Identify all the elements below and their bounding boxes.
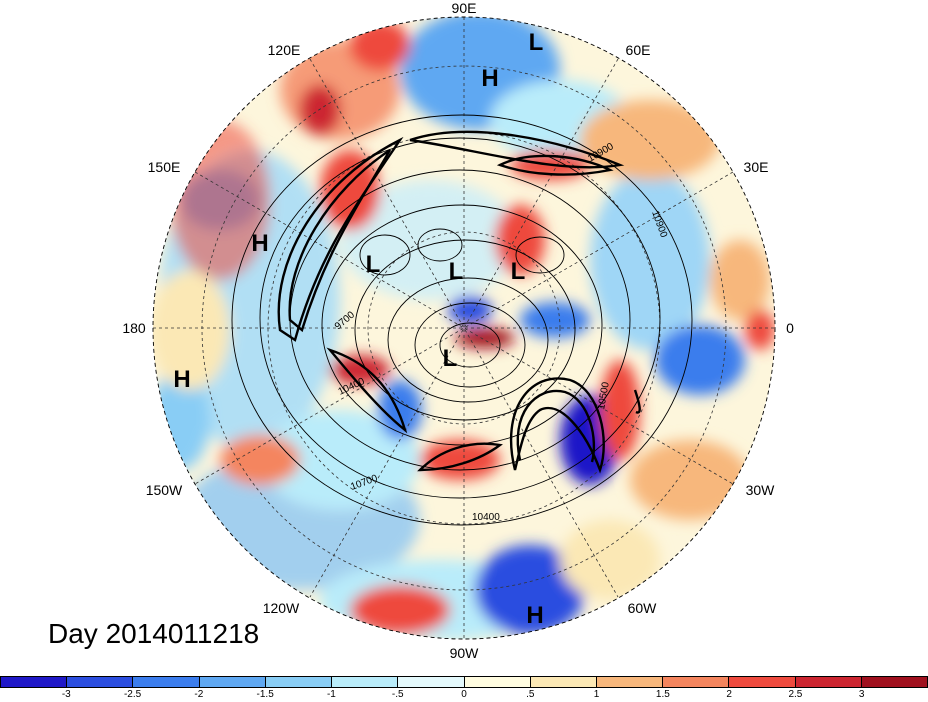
anomaly-shading: [153, 17, 775, 639]
pressure-center-high: H: [526, 602, 543, 629]
pressure-center-low: L: [366, 251, 381, 278]
lon-label-150e: 150E: [148, 159, 181, 175]
lon-label-0: 0: [786, 320, 794, 336]
pressure-center-low: L: [529, 29, 544, 56]
colorbar-segment: [199, 677, 266, 687]
colorbar-tick-label: 0: [461, 689, 467, 700]
colorbar-segment: [464, 677, 531, 687]
pressure-center-low: L: [449, 258, 464, 285]
colorbar-tick-label: 1: [593, 689, 600, 700]
colorbar-tick-label: 2.5: [788, 689, 803, 700]
lon-label-120w: 120W: [263, 600, 300, 616]
graticule: [153, 17, 775, 639]
colorbar-segment: [133, 677, 200, 687]
pressure-center-high: H: [481, 65, 498, 92]
colorbar-segment: [332, 677, 399, 687]
colorbar-segment: [729, 677, 796, 687]
colorbar-segment: [265, 677, 333, 687]
lon-label-150w: 150W: [146, 482, 183, 498]
lon-label-90w: 90W: [450, 645, 480, 661]
colorbar-tick-label: -2: [194, 689, 204, 700]
colorbar-segment: [795, 677, 862, 687]
lon-label-180: 180: [122, 320, 146, 336]
colorbar-segment: [67, 677, 134, 687]
colorbar: [0, 676, 928, 688]
day-label: Day 2014011218: [48, 618, 260, 649]
map-boundary: [152, 16, 776, 640]
colorbar-tick-label: -3: [61, 689, 71, 700]
colorbar-tick-label: -1.5: [256, 689, 274, 700]
lon-label-120e: 120E: [268, 42, 301, 58]
colorbar-segment: [663, 677, 730, 687]
longitude-labels: 90E 60E 30E 0 30W 60W 90W 120W 150W 180 …: [122, 0, 794, 661]
height-contours: [231, 114, 693, 526]
lon-label-30w: 30W: [746, 482, 776, 498]
colorbar-tick-label: 2: [726, 689, 732, 700]
colorbar-tick-label: 3: [858, 689, 865, 700]
colorbar-segment: [596, 677, 664, 687]
pressure-centers: L H H H L L L L H: [173, 29, 543, 629]
lon-label-60e: 60E: [626, 42, 651, 58]
pressure-center-low: L: [511, 258, 526, 285]
colorbar-tick-label: .5: [526, 689, 535, 700]
colorbar-tick-labels: -3 -2.5 -2 -1.5 -1 -.5 0 .5 1 1.5 2 2.5 3: [0, 689, 928, 702]
colorbar-tick-label: 1.5: [655, 689, 670, 700]
colorbar-tick-label: -1: [326, 689, 336, 700]
contour-label: 10400: [472, 512, 500, 523]
pressure-center-low: L: [443, 345, 458, 372]
colorbar-tick-label: -2.5: [123, 689, 142, 700]
contour-label: 10500: [596, 381, 612, 411]
colorbar-segment: [1, 677, 68, 687]
colorbar-segment: [530, 677, 597, 687]
jet-streaks: [277, 130, 641, 474]
pressure-center-high: H: [173, 366, 190, 393]
lon-label-90e: 90E: [452, 0, 477, 16]
pressure-center-high: H: [251, 230, 268, 257]
colorbar-tick-label: -.5: [391, 689, 404, 700]
lon-label-60w: 60W: [628, 600, 658, 616]
colorbar-segment: [398, 677, 465, 687]
colorbar-segment: [861, 677, 928, 687]
lon-label-30e: 30E: [744, 159, 769, 175]
